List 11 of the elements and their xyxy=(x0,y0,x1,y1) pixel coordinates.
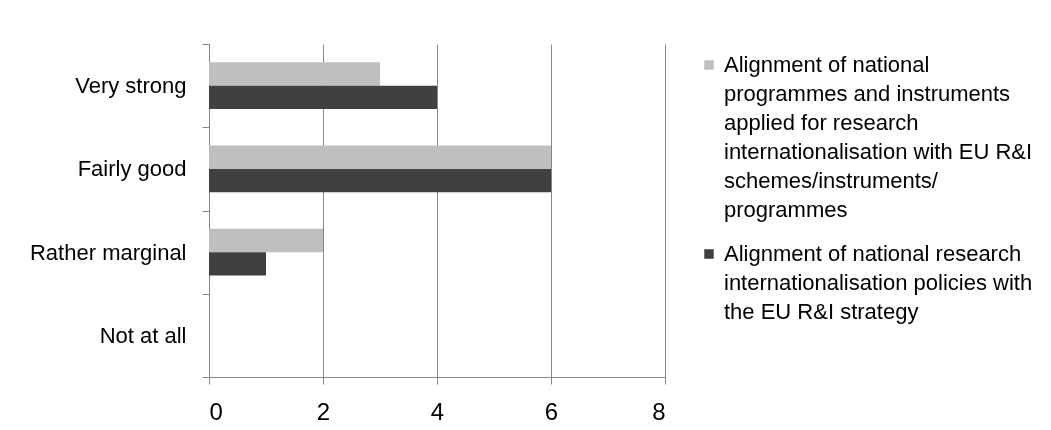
y-tick-label: Fairly good xyxy=(77,156,187,182)
y-tick-label: Rather marginal xyxy=(29,239,187,265)
x-tick-label: 8 xyxy=(652,397,666,425)
y-tick-label: Very strong xyxy=(75,73,187,99)
x-tick-label: 6 xyxy=(544,397,559,425)
x-tick-label: 0 xyxy=(209,397,223,425)
y-tick-label: Not at all xyxy=(99,322,187,348)
legend-label: Alignment of national programmes and instruments applied for research internationalisation with EU R&I schemes/instruments/programmes xyxy=(724,52,1033,222)
x-tick-label: 4 xyxy=(430,397,445,425)
legend-label: Alignment of national research internationalisation policies with the EU R&I strategy xyxy=(724,241,1033,324)
x-tick-label: 2 xyxy=(316,397,331,425)
